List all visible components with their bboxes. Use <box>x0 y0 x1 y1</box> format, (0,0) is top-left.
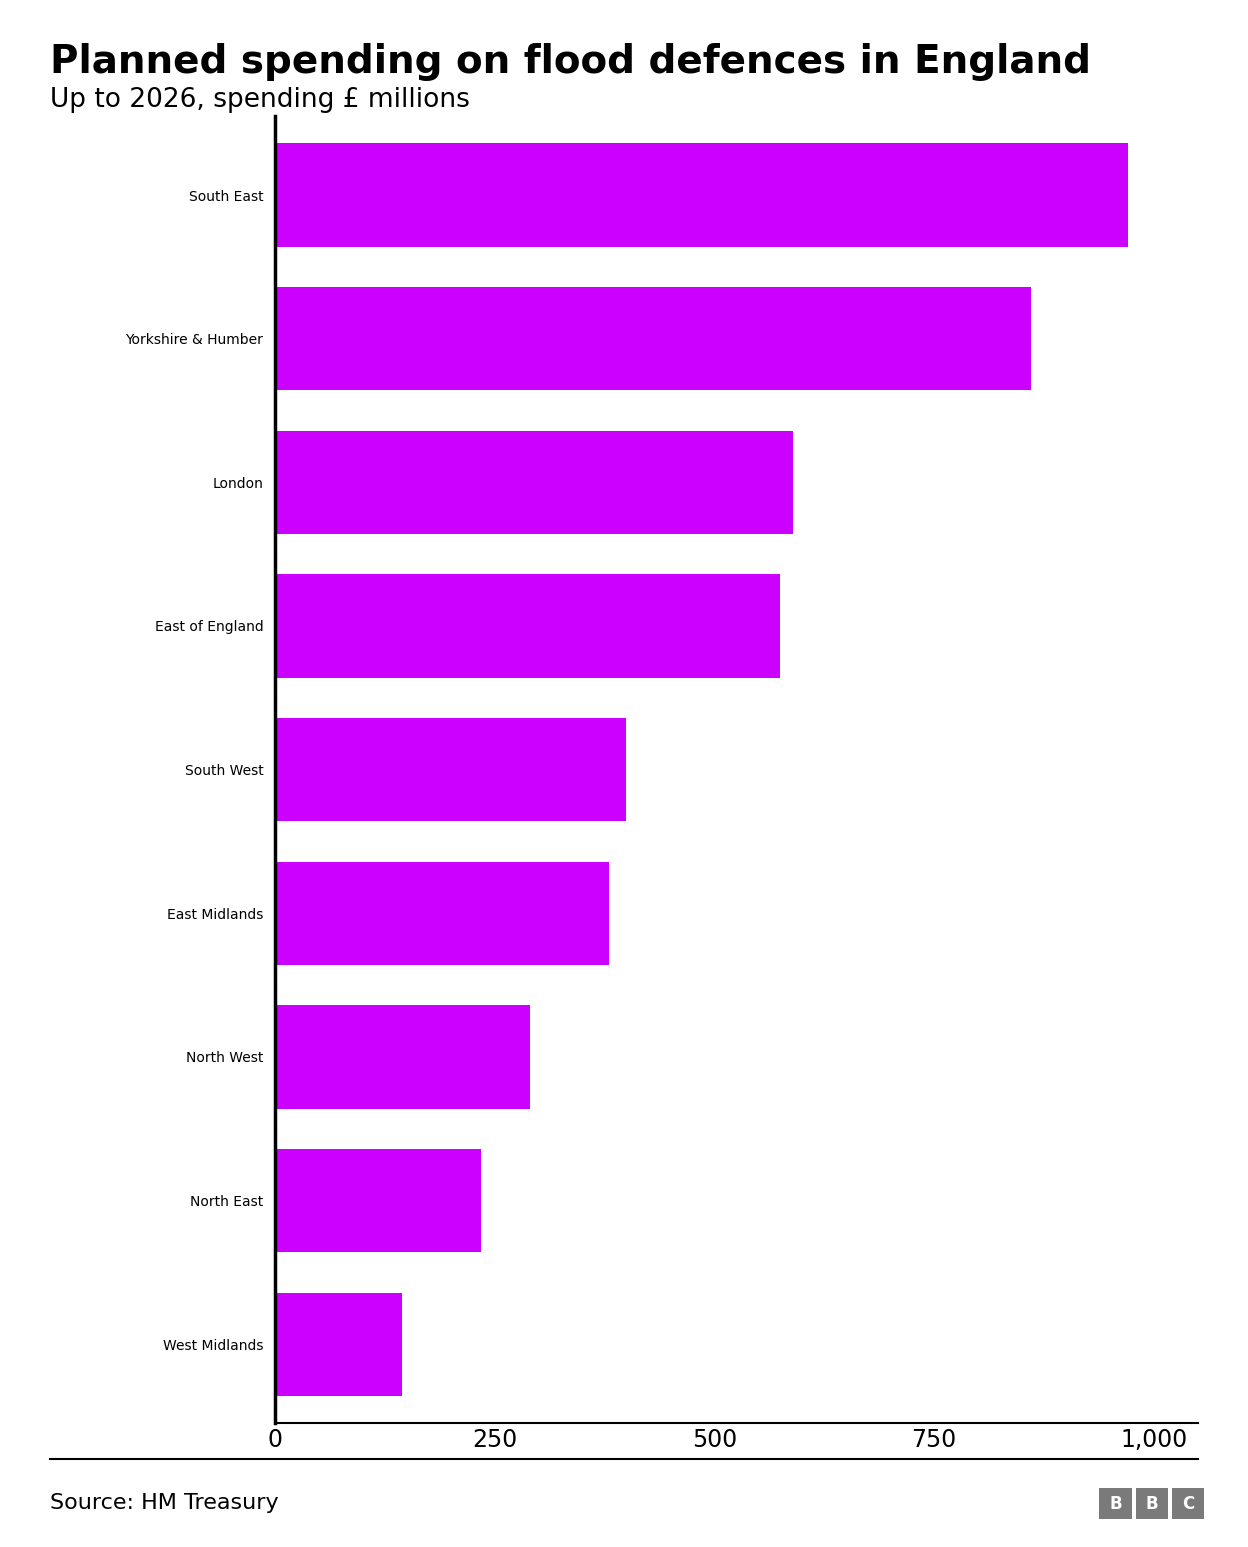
Text: Source: HM Treasury: Source: HM Treasury <box>50 1493 278 1513</box>
Text: Planned spending on flood defences in England: Planned spending on flood defences in En… <box>50 43 1091 82</box>
Bar <box>275 288 1031 390</box>
Bar <box>275 718 626 821</box>
Text: B: B <box>1109 1494 1122 1513</box>
Bar <box>275 144 1128 248</box>
Bar <box>275 862 609 965</box>
Bar <box>275 1006 529 1109</box>
Bar <box>275 574 780 678</box>
Text: Up to 2026, spending £ millions: Up to 2026, spending £ millions <box>50 87 469 113</box>
Text: C: C <box>1182 1494 1194 1513</box>
Bar <box>275 1293 402 1395</box>
Text: B: B <box>1146 1494 1158 1513</box>
Bar <box>275 1149 482 1253</box>
Bar <box>275 430 794 534</box>
